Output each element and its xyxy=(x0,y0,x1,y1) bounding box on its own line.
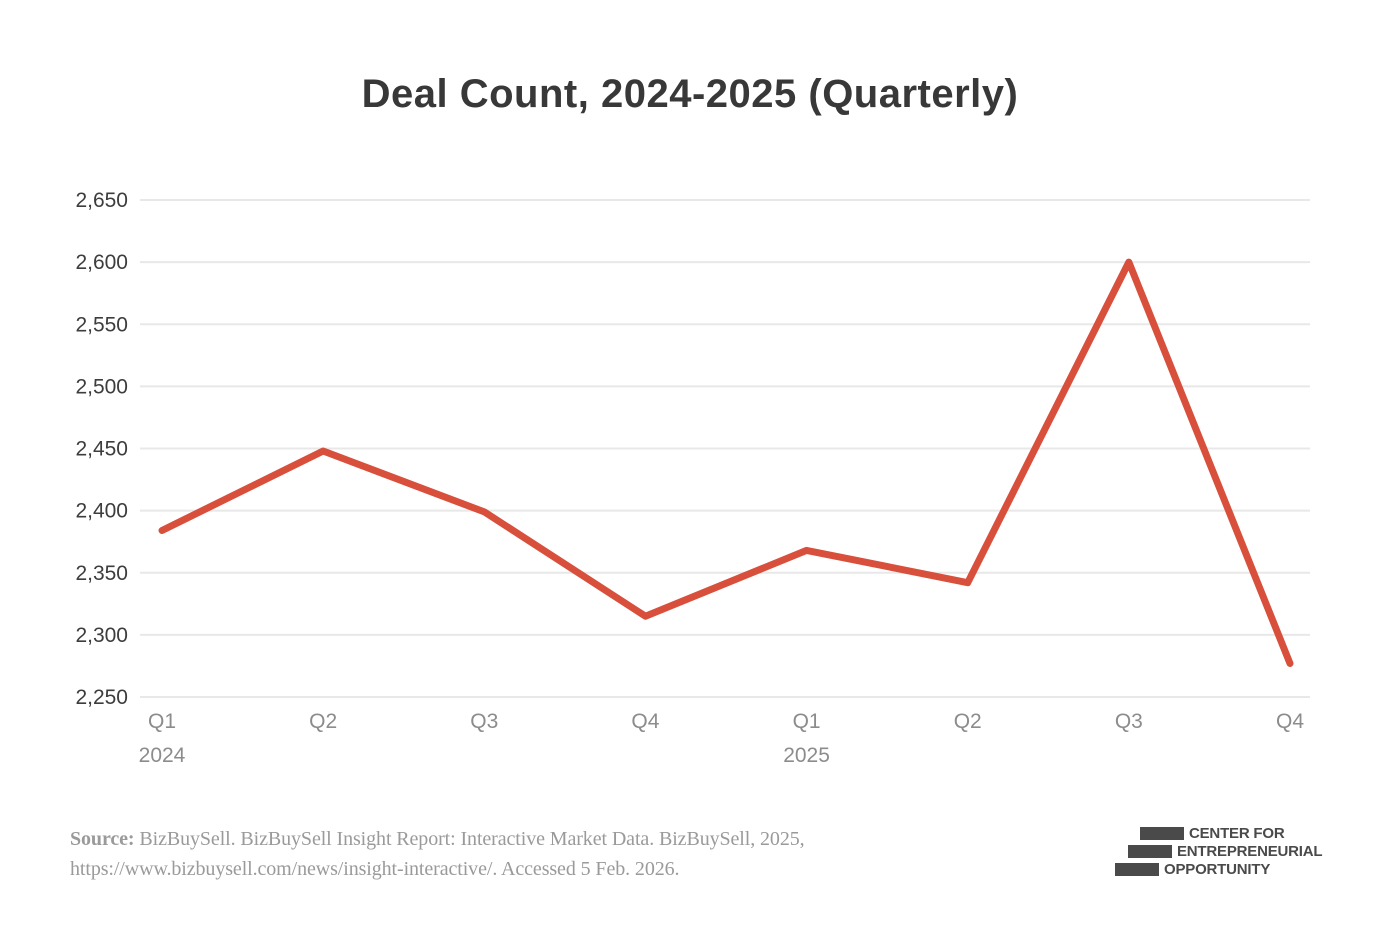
deal-count-line-chart: 2,250 2,300 2,350 2,400 2,450 2,500 2,550 2,600… xyxy=(75,189,1310,767)
x-tick-label: Q2 xyxy=(309,710,337,733)
logo-text-line: ENTREPRENEURIAL xyxy=(1177,842,1323,860)
y-tick-label: 2,450 xyxy=(75,438,128,461)
source-text-line1: BizBuySell. BizBuySell Insight Report: I… xyxy=(134,828,805,850)
logo-bar-icon xyxy=(1115,862,1159,876)
chart-title: Deal Count, 2024-2025 (Quarterly) xyxy=(361,72,1019,116)
x-tick-label: Q4 xyxy=(1276,710,1304,733)
logo-row: CENTER FOR xyxy=(1140,824,1322,842)
y-tick-label: 2,300 xyxy=(75,624,128,647)
logo-row: ENTREPRENEURIAL xyxy=(1128,842,1323,860)
x-tick-label: Q1 xyxy=(793,710,821,733)
y-tick-label: 2,250 xyxy=(75,686,128,709)
source-line-1: Source: BizBuySell. BizBuySell Insight R… xyxy=(70,824,990,854)
y-tick-label: 2,550 xyxy=(75,313,128,336)
x-tick-label: Q2 xyxy=(954,710,982,733)
source-line-2: https://www.bizbuysell.com/news/insight-… xyxy=(70,858,680,880)
y-tick-label: 2,600 xyxy=(75,251,128,274)
y-tick-label: 2,350 xyxy=(75,562,128,585)
logo-text-line: OPPORTUNITY xyxy=(1164,860,1271,878)
x-tick-label: Q1 xyxy=(148,710,176,733)
source-citation: Source: BizBuySell. BizBuySell Insight R… xyxy=(70,824,990,884)
y-tick-label: 2,500 xyxy=(75,375,128,398)
y-tick-label: 2,400 xyxy=(75,500,128,523)
source-label: Source: xyxy=(70,828,135,850)
series-line-deal-count xyxy=(158,258,1294,667)
x-tick-label: Q3 xyxy=(1115,710,1143,733)
logo-bar-icon xyxy=(1128,844,1172,858)
ceo-logo: CENTER FOR ENTREPRENEURIAL OPPORTUNITY xyxy=(1115,824,1323,880)
logo-text-line: CENTER FOR xyxy=(1189,824,1285,842)
x-year-label: 2025 xyxy=(783,744,830,767)
x-tick-label: Q4 xyxy=(631,710,659,733)
y-tick-label: 2,650 xyxy=(75,189,128,212)
logo-bar-icon xyxy=(1140,826,1184,840)
logo-row: OPPORTUNITY xyxy=(1115,860,1322,878)
x-year-label: 2024 xyxy=(139,744,186,767)
x-tick-label: Q3 xyxy=(470,710,498,733)
